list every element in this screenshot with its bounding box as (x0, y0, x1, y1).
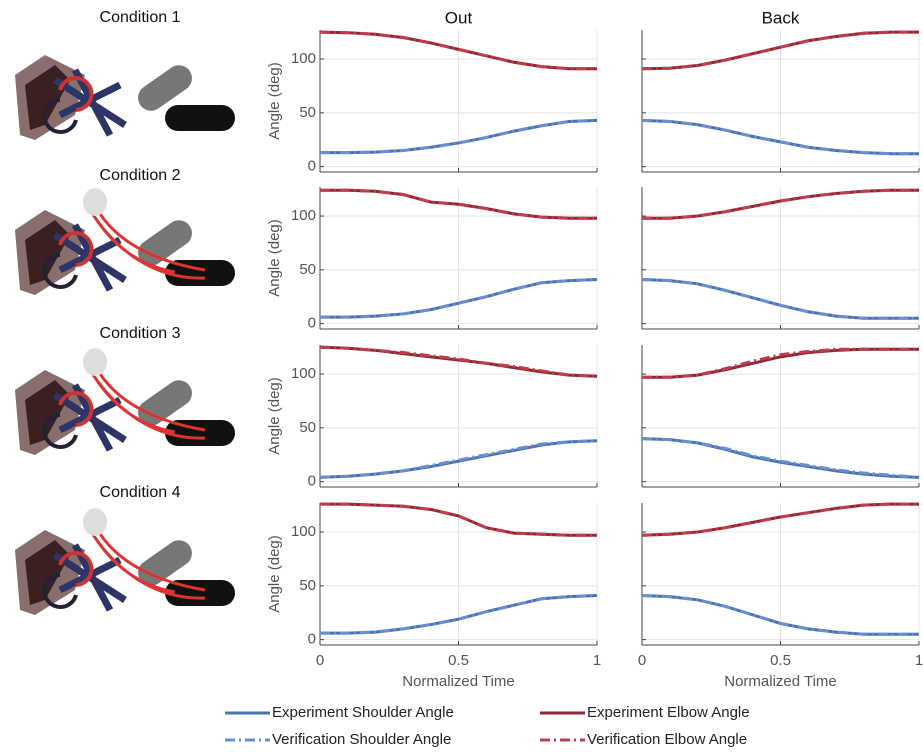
data-line (320, 278, 598, 319)
y-tick-label: 50 (299, 261, 316, 278)
y-tick-label: 0 (308, 315, 316, 332)
y-axis-label: Angle (deg) (266, 219, 283, 297)
y-axis-label: Angle (deg) (266, 62, 283, 140)
data-line (319, 345, 598, 378)
y-tick-label: 100 (291, 523, 316, 540)
x-tick-label: 0 (638, 652, 646, 669)
chart-title: Back (762, 8, 800, 27)
data-line (641, 30, 919, 71)
y-tick-label: 0 (308, 473, 316, 490)
chart-title: Out (445, 8, 473, 27)
y-tick-label: 100 (291, 207, 316, 224)
x-tick-label: 0.5 (448, 652, 469, 669)
y-axis-label: Angle (deg) (266, 535, 283, 613)
data-line (319, 30, 597, 71)
y-tick-label: 100 (291, 50, 316, 67)
x-tick-label: 1 (915, 652, 923, 669)
y-tick-label: 100 (291, 365, 316, 382)
condition-label: Condition 2 (100, 167, 181, 184)
x-tick-label: 0 (316, 652, 324, 669)
y-tick-label: 50 (299, 577, 316, 594)
data-line (320, 188, 597, 220)
data-line (641, 594, 919, 636)
y-tick-label: 0 (308, 158, 316, 175)
data-line (641, 502, 919, 537)
y-tick-label: 50 (299, 104, 316, 121)
legend-label: Verification Shoulder Angle (272, 731, 451, 748)
data-line (320, 594, 598, 635)
y-axis-label: Angle (deg) (266, 377, 283, 455)
data-line (641, 278, 919, 320)
data-line (642, 347, 919, 379)
legend-label: Experiment Shoulder Angle (272, 704, 454, 721)
legend-label: Verification Elbow Angle (587, 731, 747, 748)
y-tick-label: 50 (299, 419, 316, 436)
legend-label: Experiment Elbow Angle (587, 704, 750, 721)
data-line (642, 188, 919, 220)
x-tick-label: 0.5 (770, 652, 791, 669)
condition-label: Condition 1 (100, 9, 181, 26)
y-tick-label: 0 (308, 631, 316, 648)
data-line (320, 502, 597, 537)
data-line (641, 437, 920, 479)
condition-label: Condition 3 (100, 325, 181, 342)
data-line (641, 118, 919, 156)
x-axis-label: Normalized Time (724, 673, 837, 690)
data-line (320, 118, 598, 155)
x-tick-label: 1 (593, 652, 601, 669)
data-line (319, 439, 598, 479)
x-axis-label: Normalized Time (402, 673, 515, 690)
condition-label: Condition 4 (100, 484, 181, 501)
